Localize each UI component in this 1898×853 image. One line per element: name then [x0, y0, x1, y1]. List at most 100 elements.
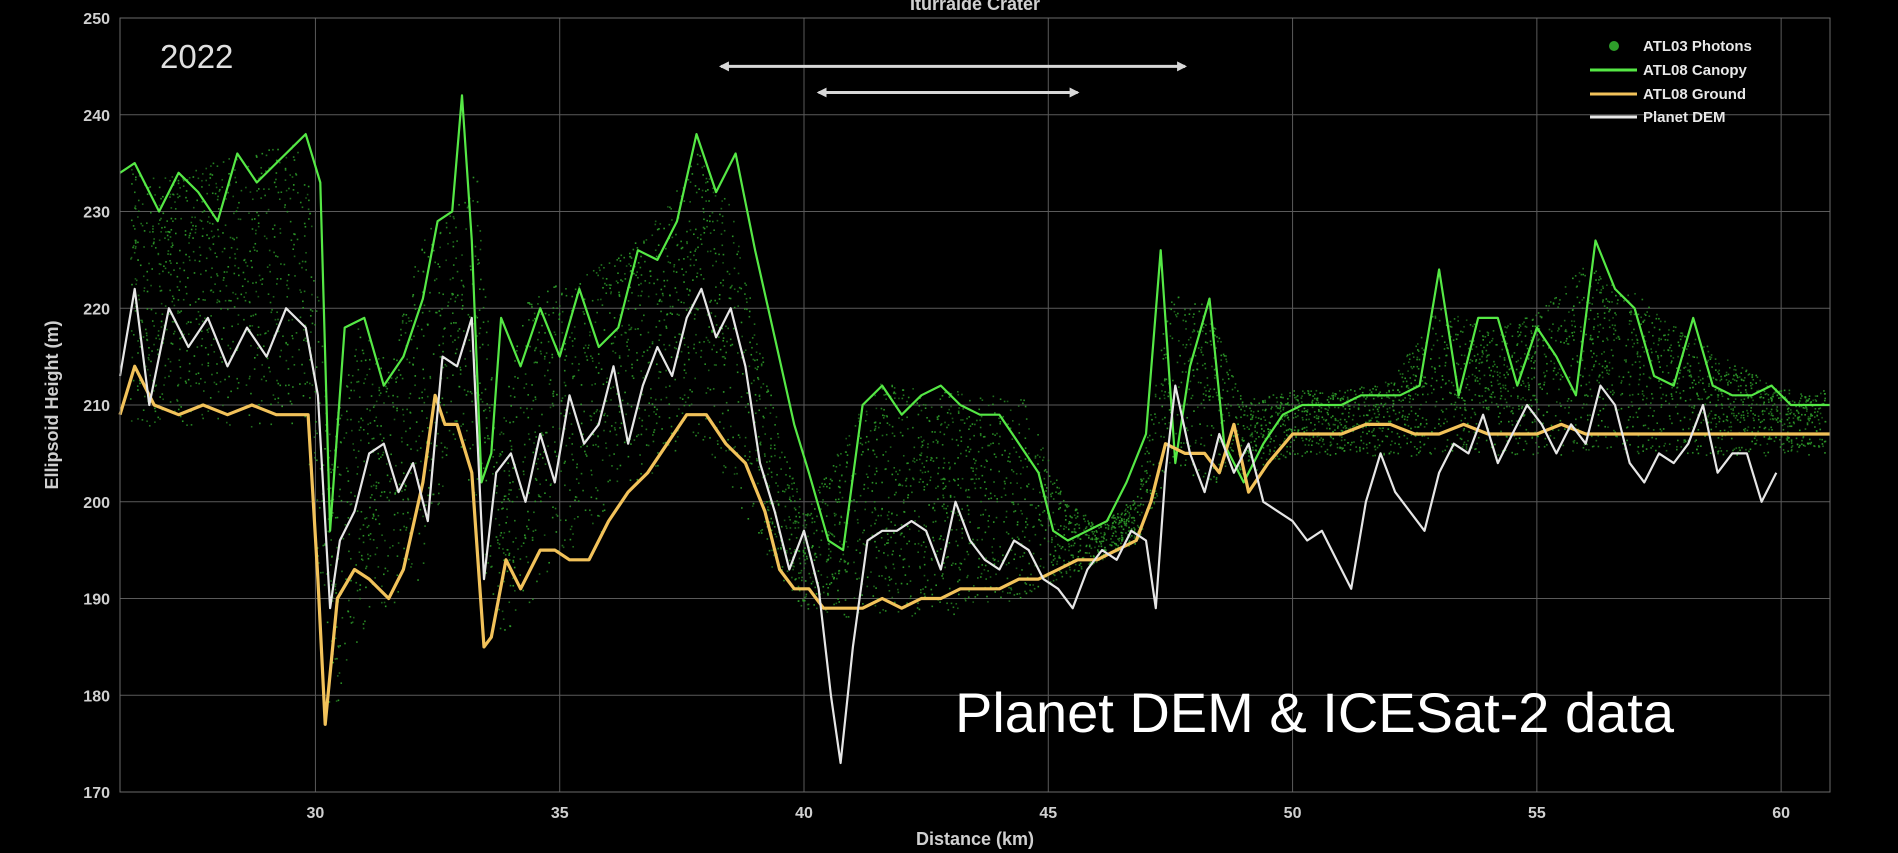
photon-point: [660, 300, 663, 303]
photon-point: [838, 572, 840, 575]
photon-point: [268, 366, 270, 369]
photon-point: [366, 374, 368, 376]
photon-point: [874, 394, 876, 397]
photon-point: [170, 262, 172, 265]
photon-point: [1373, 412, 1376, 415]
photon-point: [1516, 453, 1519, 455]
photon-point: [835, 602, 838, 605]
photon-point: [1004, 449, 1006, 452]
photon-point: [1364, 405, 1366, 407]
photon-point: [1655, 437, 1657, 440]
photon-point: [334, 583, 337, 586]
photon-point: [837, 455, 840, 457]
photon-point: [678, 333, 681, 335]
photon-point: [1382, 427, 1384, 429]
photon-point: [974, 487, 977, 490]
photon-point: [1763, 410, 1766, 412]
photon-point: [875, 456, 878, 458]
photon-point: [619, 314, 622, 316]
photon-point: [371, 517, 374, 520]
photon-point: [1651, 393, 1653, 395]
photon-point: [620, 365, 622, 367]
photon-point: [1457, 363, 1460, 366]
photon-point: [1406, 419, 1409, 421]
photon-point: [1709, 452, 1712, 454]
photon-point: [161, 313, 164, 315]
photon-point: [1397, 389, 1399, 391]
photon-point: [449, 215, 452, 218]
photon-point: [1180, 405, 1183, 407]
photon-point: [472, 444, 474, 446]
photon-point: [240, 293, 243, 296]
photon-point: [189, 304, 192, 306]
photon-point: [1163, 379, 1166, 382]
photon-point: [1025, 521, 1027, 523]
photon-point: [1808, 398, 1811, 400]
photon-point: [1552, 378, 1555, 380]
photon-point: [791, 576, 793, 579]
photon-point: [1434, 447, 1436, 450]
photon-point: [1742, 403, 1745, 406]
photon-point: [597, 372, 600, 374]
photon-point: [1482, 335, 1485, 338]
photon-point: [1092, 533, 1095, 535]
photon-point: [570, 525, 573, 528]
photon-point: [449, 232, 451, 234]
photon-point: [1022, 466, 1024, 469]
photon-point: [153, 325, 155, 327]
photon-point: [1048, 475, 1051, 477]
photon-point: [1609, 391, 1612, 393]
photon-point: [875, 587, 877, 589]
photon-point: [321, 500, 324, 502]
photon-point: [831, 479, 833, 482]
photon-point: [715, 351, 718, 353]
photon-point: [452, 374, 454, 377]
photon-point: [1625, 426, 1628, 429]
photon-point: [560, 412, 562, 415]
photon-point: [1558, 303, 1560, 305]
photon-point: [152, 230, 154, 233]
photon-point: [1113, 520, 1116, 523]
photon-point: [1765, 407, 1768, 410]
photon-point: [669, 305, 672, 308]
photon-point: [1313, 411, 1316, 413]
photon-point: [1331, 415, 1334, 417]
photon-point: [461, 308, 464, 310]
photon-point: [1608, 373, 1610, 375]
photon-point: [999, 435, 1001, 438]
photon-point: [767, 509, 770, 512]
photon-point: [1133, 503, 1136, 505]
photon-point: [200, 273, 202, 276]
photon-point: [1545, 304, 1548, 307]
photon-point: [1355, 393, 1357, 396]
photon-point: [331, 584, 333, 586]
photon-point: [1357, 407, 1360, 409]
photon-point: [760, 364, 763, 367]
photon-point: [169, 253, 172, 256]
photon-point: [1082, 514, 1085, 517]
photon-point: [369, 474, 372, 476]
photon-point: [1660, 406, 1663, 408]
photon-point: [1620, 382, 1623, 384]
photon-point: [256, 250, 258, 252]
photon-point: [1628, 383, 1631, 386]
photon-point: [674, 440, 677, 443]
photon-point: [1176, 361, 1179, 364]
photon-point: [1169, 461, 1171, 464]
photon-point: [1148, 434, 1151, 437]
photon-point: [1503, 359, 1506, 361]
photon-point: [508, 493, 510, 495]
photon-point: [1613, 429, 1615, 432]
photon-point: [1753, 427, 1755, 429]
photon-point: [279, 161, 281, 164]
photon-point: [1547, 309, 1550, 312]
photon-point: [1771, 398, 1773, 400]
photon-point: [1768, 401, 1770, 404]
photon-point: [411, 295, 414, 298]
photon-point: [552, 312, 555, 314]
photon-point: [1329, 397, 1332, 400]
photon-point: [725, 325, 727, 328]
photon-point: [526, 407, 528, 410]
photon-point: [733, 220, 735, 223]
photon-point: [592, 269, 595, 272]
